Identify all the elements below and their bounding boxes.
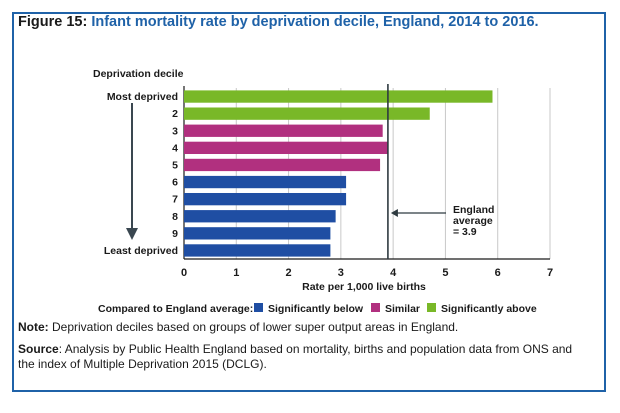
bar-5 bbox=[184, 158, 381, 172]
bar-7 bbox=[184, 192, 347, 206]
category-label-3: 3 bbox=[172, 125, 178, 137]
x-tick-3: 3 bbox=[338, 267, 344, 279]
bar-6 bbox=[184, 175, 347, 189]
category-label-10: Least deprived bbox=[104, 245, 178, 257]
legend-label-similar: Similar bbox=[385, 303, 420, 315]
annotation-line-2: average bbox=[453, 215, 493, 227]
source: Source: Analysis by Public Health Englan… bbox=[18, 342, 578, 372]
legend-title: Compared to England average: bbox=[98, 303, 253, 315]
category-label-2: 2 bbox=[172, 108, 178, 120]
category-label-7: 7 bbox=[172, 194, 178, 206]
category-label-8: 8 bbox=[172, 211, 178, 223]
x-axis-title: Rate per 1,000 live births bbox=[302, 281, 426, 293]
category-label-9: 9 bbox=[172, 228, 178, 240]
annotation-line-3: = 3.9 bbox=[453, 226, 477, 238]
legend-swatch-below bbox=[254, 303, 263, 312]
x-tick-7: 7 bbox=[547, 267, 553, 279]
legend-label-above: Significantly above bbox=[441, 303, 537, 315]
legend: Compared to England average: Significantl… bbox=[98, 303, 537, 315]
bar-3 bbox=[184, 124, 383, 137]
note-text: Deprivation deciles based on groups of l… bbox=[48, 320, 459, 334]
figure-title: Figure 15: Infant mortality rate by depr… bbox=[18, 14, 539, 30]
x-tick-2: 2 bbox=[286, 267, 292, 279]
category-label-6: 6 bbox=[172, 177, 178, 189]
category-label-5: 5 bbox=[172, 159, 178, 171]
y-axis-title: Deprivation decile bbox=[93, 68, 184, 80]
bar-8 bbox=[184, 210, 336, 223]
x-tick-1: 1 bbox=[233, 267, 239, 279]
note: Note: Deprivation deciles based on group… bbox=[18, 320, 458, 334]
figure-label: Figure 15: bbox=[18, 14, 88, 30]
x-tick-labels: 0 1 2 3 4 5 6 7 bbox=[181, 267, 553, 279]
legend-swatch-above bbox=[427, 303, 436, 312]
figure-title-text: Infant mortality rate by deprivation dec… bbox=[91, 14, 539, 30]
category-labels: Most deprived 2 3 4 5 6 7 8 9 Least deprived bbox=[104, 91, 178, 257]
x-tick-0: 0 bbox=[181, 267, 187, 279]
bar-9 bbox=[184, 227, 331, 240]
deprivation-arrow-icon bbox=[126, 103, 138, 240]
bars bbox=[184, 90, 493, 257]
legend-label-below: Significantly below bbox=[268, 303, 364, 315]
bar-2 bbox=[184, 107, 430, 120]
legend-swatch-similar bbox=[371, 303, 380, 312]
bar-1 bbox=[184, 90, 493, 103]
note-label: Note: bbox=[18, 320, 49, 334]
x-tick-6: 6 bbox=[495, 267, 501, 279]
category-label-4: 4 bbox=[172, 142, 178, 154]
source-label: Source bbox=[18, 342, 59, 356]
x-tick-4: 4 bbox=[390, 267, 397, 279]
annotation-arrowhead-icon bbox=[390, 209, 398, 217]
annotation-line-1: England bbox=[453, 204, 494, 216]
bar-10 bbox=[184, 244, 331, 257]
x-tick-5: 5 bbox=[442, 267, 448, 279]
source-text: : Analysis by Public Health England base… bbox=[18, 342, 573, 371]
category-label-1: Most deprived bbox=[107, 91, 178, 103]
bar-4 bbox=[184, 141, 388, 155]
bar-chart: Most deprived 2 3 4 5 6 7 8 9 Least deprived 0 1 2 3… bbox=[93, 68, 553, 315]
